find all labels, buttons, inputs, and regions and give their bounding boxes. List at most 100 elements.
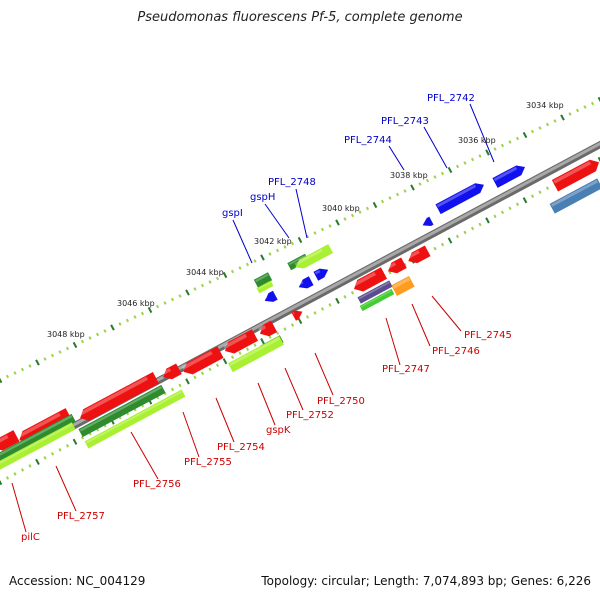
outer-ruler-tick xyxy=(597,96,600,103)
inner-ruler-tick xyxy=(80,435,85,440)
gene-label-gspi: gspI xyxy=(222,208,243,219)
ruler-label-3036: 3036 kbp xyxy=(458,136,496,145)
ruler-labels: 3034 kbp 3036 kbp 3038 kbp 3040 kbp 3042… xyxy=(47,101,564,339)
inner-ruler-tick xyxy=(350,291,355,295)
outer-ruler-tick xyxy=(478,154,482,158)
feature-gspk-lightgreen xyxy=(228,335,284,373)
outer-ruler-tick xyxy=(133,315,137,319)
outer-ruler-tick xyxy=(0,377,3,384)
inner-ruler-tick xyxy=(200,371,205,376)
gene-labels-bottom: PFL_2745 PFL_2746 PFL_2747 PFL_2750 PFL_… xyxy=(21,330,512,543)
outer-ruler-tick xyxy=(50,353,55,358)
outer-ruler-tick xyxy=(185,289,190,296)
outer-ruler-tick xyxy=(433,175,437,179)
outer-ruler-tick xyxy=(245,262,250,267)
outer-ruler-tick xyxy=(440,171,445,176)
inner-ruler-tick xyxy=(522,197,528,204)
feature-pfl-2752 xyxy=(258,320,278,337)
ruler-label-3040: 3040 kbp xyxy=(322,204,360,213)
inner-ruler-tick xyxy=(313,311,317,315)
feature-pfl-2747 xyxy=(352,267,388,292)
inner-ruler-tick xyxy=(433,246,437,251)
outer-ruler-tick xyxy=(395,192,400,197)
features xyxy=(0,159,600,470)
gene-label-pfl-2748: PFL_2748 xyxy=(268,177,316,188)
outer-ruler-tick xyxy=(155,304,160,309)
inner-ruler-tick xyxy=(245,347,250,351)
outer-ruler-tick xyxy=(65,346,70,351)
inner-ruler-tick xyxy=(283,327,287,331)
leader-pfl-2746 xyxy=(411,303,431,347)
inner-ruler-tick xyxy=(0,479,3,486)
ruler-label-3042: 3042 kbp xyxy=(254,237,292,246)
outer-ruler-tick xyxy=(470,157,475,162)
outer-ruler-tick xyxy=(35,359,40,366)
inner-ruler-tick xyxy=(545,186,550,190)
inner-ruler-tick xyxy=(178,383,182,388)
outer-ruler-tick xyxy=(447,166,453,174)
feature-gspk xyxy=(223,329,259,354)
feature-left-darkgreen xyxy=(0,413,76,463)
leader-pfl-2745 xyxy=(431,295,462,332)
feature-pfl-2754 xyxy=(181,346,224,375)
outer-ruler-tick xyxy=(230,269,235,274)
outer-ruler-tick xyxy=(253,259,257,263)
topology-summary: Topology: circular; Length: 7,074,893 bp… xyxy=(261,574,591,588)
inner-ruler-tick xyxy=(222,358,228,365)
inner-ruler-tick xyxy=(530,194,535,199)
leader-pfl-2742 xyxy=(469,103,495,163)
inner-ruler-tick xyxy=(470,226,475,231)
outer-ruler-tick xyxy=(80,339,85,344)
leader-pfl-2743 xyxy=(423,126,448,169)
outer-ruler-tick xyxy=(215,276,220,281)
inner-ruler-tick xyxy=(230,355,235,360)
gene-label-pfl-2754: PFL_2754 xyxy=(217,442,265,453)
feature-pfl-2756 xyxy=(78,372,159,421)
leader-gspk xyxy=(257,382,276,426)
inner-ruler-tick xyxy=(335,297,340,304)
inner-ruler-tick xyxy=(5,476,10,480)
outer-ruler-tick xyxy=(403,189,407,193)
outer-ruler-tick xyxy=(388,196,392,200)
outer-ruler-tick xyxy=(200,283,205,288)
ruler-label-3038: 3038 kbp xyxy=(390,171,428,180)
leader-pfl-2747 xyxy=(385,317,401,366)
feature-pilc xyxy=(0,430,20,451)
inner-ruler-tick xyxy=(193,375,197,380)
accession-text: Accession: NC_004129 xyxy=(9,574,146,588)
outer-ruler-tick xyxy=(343,217,347,221)
feature-pfl-2742 xyxy=(492,165,525,188)
inner-ruler-tick xyxy=(508,206,512,211)
outer-ruler-tick xyxy=(147,306,153,314)
feature-pfl-2746 xyxy=(386,257,407,274)
outer-ruler-tick xyxy=(5,374,10,379)
outer-ruler-tick xyxy=(297,236,303,244)
leader-gspi xyxy=(232,219,253,264)
inner-ruler-tick xyxy=(447,237,453,244)
outer-ruler-tick xyxy=(365,206,370,211)
inner-ruler-tick xyxy=(58,448,62,452)
ruler-label-3046: 3046 kbp xyxy=(117,299,155,308)
outer-ruler-tick xyxy=(508,140,512,144)
gene-label-pfl-2742: PFL_2742 xyxy=(427,93,475,104)
gene-label-pfl-2757: PFL_2757 xyxy=(57,511,105,522)
feature-gsp-blue-1 xyxy=(313,268,329,281)
outer-ruler-tick xyxy=(328,224,332,228)
feature-red-3034 xyxy=(551,159,600,192)
inner-ruler-tick xyxy=(440,242,445,247)
inner-ruler-tick xyxy=(538,190,542,194)
gene-label-pfl-2752: PFL_2752 xyxy=(286,410,334,421)
inner-ruler-tick xyxy=(463,230,467,235)
feature-pfl-2744 xyxy=(421,216,434,227)
inner-ruler-tick xyxy=(238,351,242,355)
map-title: Pseudomonas fluorescens Pf-5, complete g… xyxy=(137,10,463,25)
leader-pfl-2744 xyxy=(388,145,405,171)
inner-ruler-tick xyxy=(597,156,600,163)
outer-ruler-tick xyxy=(163,301,167,305)
gene-label-pilc: pilC xyxy=(21,532,40,543)
leader-pfl-2755 xyxy=(182,411,200,458)
inner-ruler-tick xyxy=(500,210,505,215)
outer-ruler-tick xyxy=(208,280,212,284)
gene-label-pfl-2746: PFL_2746 xyxy=(432,346,480,357)
inner-ruler-tick xyxy=(20,468,25,472)
